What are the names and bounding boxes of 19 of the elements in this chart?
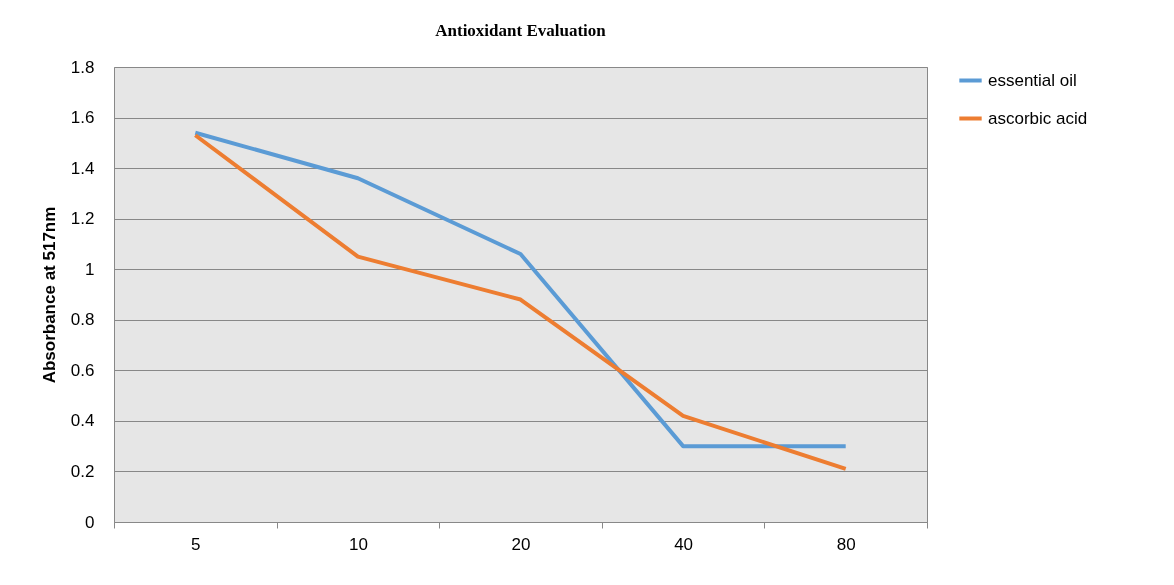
y-tick-label: 1.4: [70, 158, 95, 178]
x-tick-label: 10: [348, 534, 368, 554]
y-tick-label: 1: [85, 259, 95, 279]
x-tick-label: 80: [836, 534, 856, 554]
y-tick-label: 0: [85, 512, 95, 532]
x-tick-label: 40: [674, 534, 694, 554]
legend-label: ascorbic acid: [988, 108, 1088, 128]
chart-title: Antioxidant Evaluation: [435, 21, 607, 40]
x-tick-label: 5: [191, 534, 201, 554]
y-tick-label: 0.6: [70, 360, 95, 380]
y-tick-label: 0.4: [70, 411, 95, 431]
y-tick-label: 0.2: [70, 461, 95, 481]
y-axis-title: Absorbance at 517nm: [39, 206, 59, 384]
y-tick-label: 1.8: [70, 57, 95, 77]
x-tick-label: 20: [511, 534, 531, 554]
y-tick-label: 0.8: [70, 310, 95, 330]
y-tick-label: 1.2: [70, 209, 95, 229]
legend-label: essential oil: [988, 70, 1077, 90]
y-tick-label: 1.6: [70, 108, 95, 128]
